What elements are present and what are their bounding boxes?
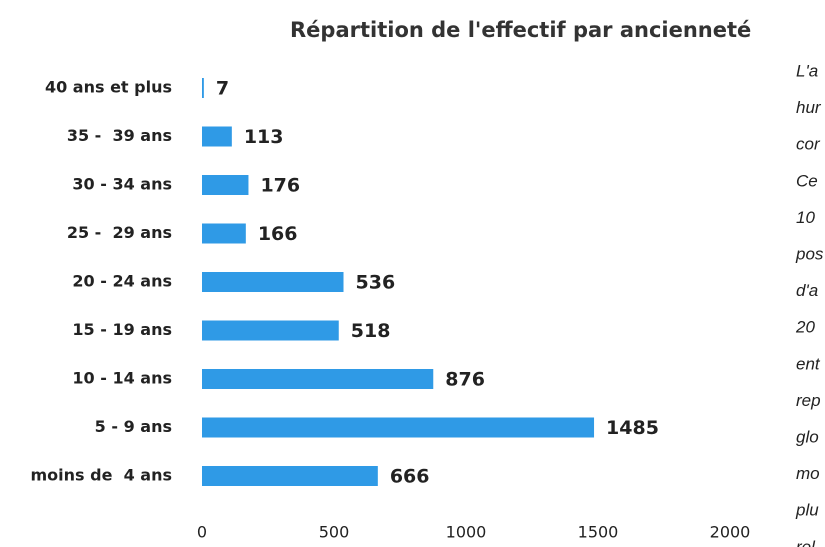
- y-tick-label: 30 - 34 ans: [72, 175, 172, 194]
- y-tick-label: 35 - 39 ans: [67, 126, 172, 145]
- y-tick-label: 25 - 29 ans: [67, 223, 172, 242]
- x-tick-label: 1500: [578, 523, 619, 542]
- side-text-line: rep: [796, 391, 821, 410]
- x-tick-label: 0: [197, 523, 207, 542]
- side-text-line: cor: [796, 135, 821, 154]
- side-text-line: 10: [796, 208, 815, 227]
- x-tick-label: 1000: [446, 523, 487, 542]
- y-tick-label: 10 - 14 ans: [72, 369, 172, 388]
- value-label: 518: [351, 320, 391, 342]
- x-tick-label: 500: [319, 523, 350, 542]
- value-label: 536: [356, 272, 396, 294]
- x-tick-label: 2000: [710, 523, 751, 542]
- bar: [202, 320, 339, 341]
- value-label: 1485: [606, 417, 659, 439]
- y-tick-label: moins de 4 ans: [31, 466, 173, 485]
- y-tick-label: 40 ans et plus: [45, 78, 172, 97]
- bar: [202, 272, 344, 292]
- side-text-line: L'a: [796, 61, 818, 80]
- side-text-line: plu: [795, 501, 819, 520]
- value-label: 876: [445, 369, 485, 391]
- value-label: 113: [244, 126, 284, 148]
- side-text-line: ent: [796, 354, 821, 373]
- value-label: 176: [260, 175, 300, 197]
- value-label: 666: [390, 466, 430, 488]
- side-text-line: Ce: [796, 171, 818, 190]
- bar: [202, 223, 246, 244]
- side-text-line: hur: [796, 98, 822, 117]
- chart-title: Répartition de l'effectif par ancienneté: [290, 18, 751, 42]
- bar: [202, 78, 204, 98]
- value-label: 166: [258, 223, 298, 245]
- side-text-line: 20: [795, 318, 815, 337]
- bar: [202, 175, 249, 195]
- y-tick-label: 5 - 9 ans: [95, 417, 172, 436]
- side-text-line: pos: [795, 244, 824, 263]
- bar: [202, 126, 232, 147]
- y-tick-label: 15 - 19 ans: [72, 320, 172, 339]
- side-text-line: mo: [796, 464, 820, 483]
- value-label: 7: [216, 78, 229, 100]
- side-text-line: d'a: [796, 281, 818, 300]
- bar: [202, 466, 378, 486]
- bar: [202, 369, 434, 389]
- y-tick-label: 20 - 24 ans: [72, 272, 172, 291]
- side-text-line: glo: [796, 427, 819, 446]
- bar: [202, 417, 595, 438]
- side-text-line: rel: [796, 537, 816, 547]
